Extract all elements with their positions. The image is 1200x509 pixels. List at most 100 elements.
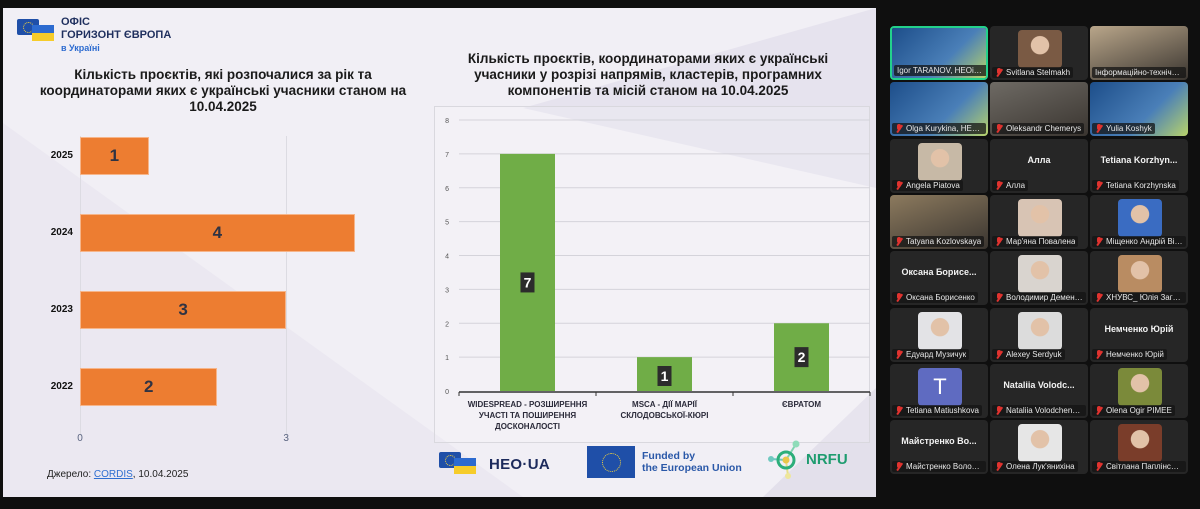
participant-name-bar: Tetiana Korzhynska <box>1092 179 1179 191</box>
nrfu-logo: NRFU <box>768 438 848 480</box>
shared-slide: ОФІС ГОРИЗОНТ ЄВРОПА в Україні Кількість… <box>3 8 876 497</box>
participant-tile[interactable]: Мар'яна Повалена <box>990 194 1088 249</box>
muted-mic-icon <box>1095 462 1103 471</box>
logo-line-1: ОФІС <box>61 16 90 28</box>
muted-mic-icon <box>1095 293 1103 302</box>
x-category-label: УЧАСТІ ТА ПОШИРЕННЯ <box>479 411 576 420</box>
participant-avatar <box>918 142 962 181</box>
x-category-label: WIDESPREAD - РОЗШИРЕННЯ <box>468 400 588 409</box>
participant-name-bar: Оксана Борисенко <box>892 292 978 304</box>
participant-name-bar: Мар'яна Повалена <box>992 235 1079 247</box>
x-category-label: ЄВРАТОМ <box>782 400 821 409</box>
participant-name: Angela Piatova <box>906 180 960 190</box>
muted-mic-icon <box>995 236 1003 246</box>
participant-tile[interactable]: Майстренко Во... Майстренко Володи... <box>890 420 988 475</box>
participant-tile[interactable]: Nataliia Volodc... Nataliia Volodchenko..… <box>990 363 1088 418</box>
y-category-label: 2024 <box>50 227 73 238</box>
participant-tile[interactable]: Немченко Юрій Немченко Юрій <box>1090 307 1188 362</box>
participant-tile[interactable]: Інформаційно-технічний... <box>1090 26 1188 80</box>
participant-name: Svitlana Stelmakh <box>1006 68 1071 77</box>
participant-name-bar: Едуард Музичук <box>892 348 970 360</box>
participant-tile[interactable]: Svitlana Stelmakh <box>990 26 1088 80</box>
participant-name: Oleksandr Chemerys <box>1006 124 1082 134</box>
muted-mic-icon <box>1095 349 1103 359</box>
participant-tile[interactable]: Angela Piatova <box>890 138 988 193</box>
programme-chart-svg: 0 1 2 3 4 5 6 7 8 7 WIDESPREAD - РОЗШИРЕННЯ УЧАСТІ … <box>445 118 871 431</box>
participant-tile[interactable]: Tatyana Kozlovskaya <box>890 194 988 249</box>
nrfu-label: NRFU <box>806 450 848 468</box>
participant-tile[interactable]: Едуард Музичук <box>890 307 988 362</box>
y-tick-label: 1 <box>445 355 449 362</box>
participant-name-bar: Інформаційно-технічний... <box>1092 67 1186 78</box>
nrfu-molecule-icon <box>768 440 800 479</box>
participant-name-bar: Igor TARANOV, HEOinUA <box>894 65 986 76</box>
muted-mic-icon <box>995 349 1003 359</box>
participant-tile[interactable]: Olga Kurykina, HEOin... <box>890 82 988 137</box>
muted-mic-icon <box>995 68 1003 77</box>
participant-name: Олена Лук'янихіна <box>1006 462 1075 472</box>
participant-name: ХНУВС_ Юлія Загуме... <box>1106 293 1183 303</box>
cordis-link[interactable]: CORDIS <box>93 469 133 480</box>
muted-mic-icon <box>895 124 903 133</box>
participant-tile[interactable]: Olena Ogir PIMEE <box>1090 363 1188 418</box>
x-gridline <box>286 136 288 436</box>
participant-tile[interactable]: Світлана Паплінська <box>1090 420 1188 475</box>
right-chart-title: Кількість проєктів, координаторами яких … <box>467 51 829 98</box>
participant-tile[interactable]: Igor TARANOV, HEOinUA <box>890 26 988 80</box>
participant-name-bar: Tetiana Matiushkova <box>892 404 982 416</box>
muted-mic-icon <box>1095 405 1103 415</box>
participant-avatar <box>1118 424 1162 463</box>
participant-name: Немченко Юрій <box>1106 349 1164 359</box>
participant-tile[interactable]: T Tetiana Matiushkova <box>890 363 988 418</box>
participant-name-bar: Світлана Паплінська <box>1092 461 1186 473</box>
y-tick-label: 4 <box>445 254 449 261</box>
bar-2024: 4 <box>80 214 355 252</box>
x-category-label: ДОСКОНАЛОСТІ <box>495 422 560 431</box>
participant-tile[interactable]: ХНУВС_ Юлія Загуме... <box>1090 251 1188 306</box>
participant-tile[interactable]: Оксана Борисе... Оксана Борисенко <box>890 251 988 306</box>
participant-name: Olena Ogir PIMEE <box>1106 405 1172 415</box>
participant-name-bar: ХНУВС_ Юлія Загуме... <box>1092 292 1186 304</box>
participant-initial-avatar: T <box>918 367 962 406</box>
participant-tile[interactable]: Міщенко Андрій Віта... <box>1090 194 1188 249</box>
eu-funded-line-1: Funded by <box>642 450 696 462</box>
muted-mic-icon <box>895 462 903 471</box>
muted-mic-icon <box>995 405 1003 415</box>
muted-mic-icon <box>1095 180 1103 190</box>
muted-mic-icon <box>995 124 1003 133</box>
y-category-label: 2023 <box>50 304 73 315</box>
logo-line-2: ГОРИЗОНТ ЄВРОПА <box>61 29 172 41</box>
participant-tile[interactable]: Алла Алла <box>990 138 1088 193</box>
participant-display-name: Оксана Борисе... <box>901 267 977 278</box>
eu-flag-icon <box>587 446 635 478</box>
participant-name-bar: Olga Kurykina, HEOin... <box>892 123 986 135</box>
participant-name-bar: Майстренко Володи... <box>892 461 986 473</box>
heo-ua-logo: HEO·UA <box>439 452 550 476</box>
y-tick-label: 6 <box>445 186 449 193</box>
participant-name-bar: Olena Ogir PIMEE <box>1092 404 1175 416</box>
participant-tile[interactable]: Alexey Serdyuk <box>990 307 1088 362</box>
participant-avatar <box>1118 255 1162 294</box>
participant-tile[interactable]: Олена Лук'янихіна <box>990 420 1088 475</box>
participant-tile[interactable]: Володимир Дементов <box>990 251 1088 306</box>
participant-name: Майстренко Володи... <box>906 462 983 472</box>
eu-funded-logo: Funded by the European Union <box>587 446 742 478</box>
x-tick-label: 3 <box>283 433 289 444</box>
participant-name: Міщенко Андрій Віта... <box>1106 236 1183 246</box>
data-label-box <box>657 366 672 386</box>
participant-tile[interactable]: Oleksandr Chemerys <box>990 82 1088 137</box>
participant-name: Оксана Борисенко <box>906 293 975 303</box>
bar-value-label: 3 <box>178 300 188 319</box>
participant-tile[interactable]: Yulia Koshyk <box>1090 82 1188 137</box>
bar-value-label: 1 <box>109 146 120 165</box>
data-label-box <box>520 272 535 293</box>
participant-tile[interactable]: Tetiana Korzhyn... Tetiana Korzhynska <box>1090 138 1188 193</box>
horizon-europe-office-logo: ОФІС ГОРИЗОНТ ЄВРОПА в Україні <box>17 16 171 55</box>
participant-name: Alexey Serdyuk <box>1006 349 1062 359</box>
y-tick-label: 3 <box>445 287 449 294</box>
y-tick-label: 7 <box>445 152 449 159</box>
participant-name: Olga Kurykina, HEOin... <box>906 124 983 134</box>
bar-value-label: 2 <box>143 377 154 396</box>
eu-funded-line-2: the European Union <box>642 462 742 474</box>
